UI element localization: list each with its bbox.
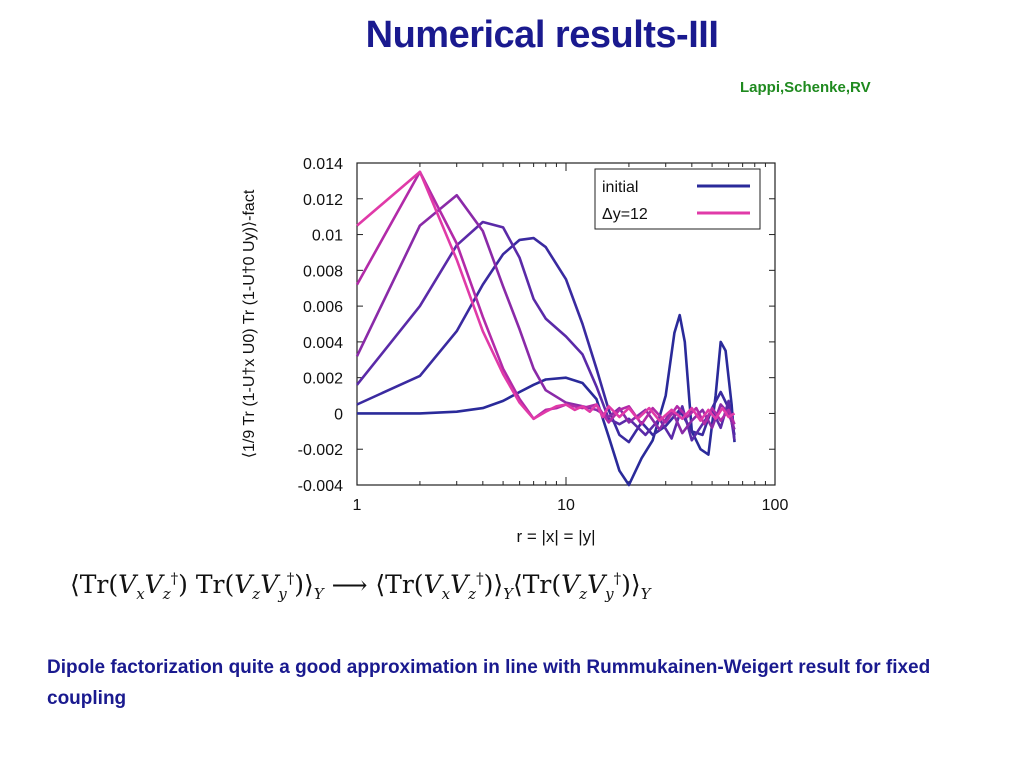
legend-label: initial — [602, 179, 638, 196]
y-tick-label: 0 — [334, 406, 343, 423]
chart-series-layer — [355, 170, 736, 487]
slide-caption: Dipole factorization quite a good approx… — [47, 657, 931, 709]
x-tick-label: 1 — [353, 497, 362, 514]
y-tick-label: 0.006 — [303, 299, 343, 316]
series-line-1 — [357, 313, 736, 487]
slide-authors: Lappi,Schenke,RV — [740, 79, 871, 96]
y-tick-label: -0.004 — [298, 478, 343, 495]
formula-arrow: ⟶ — [331, 570, 368, 600]
legend-label: Δy=12 — [602, 206, 648, 223]
x-tick-label: 100 — [762, 497, 789, 514]
x-axis-label: r = |x| = |y| — [516, 527, 595, 546]
formula-rhs: ⟨Tr(VxVz†)⟩Y⟨Tr(VzVy†)⟩Y — [375, 570, 651, 604]
slide-title: Numerical results-III — [365, 14, 719, 56]
y-tick-label: 0.014 — [303, 156, 343, 173]
factorization-formula: ⟨Tr(VxVz†) Tr(VzVy†)⟩Y ⟶ ⟨Tr(VxVz†)⟩Y⟨Tr… — [70, 570, 790, 620]
y-axis-label: ⟨1/9 Tr (1-U†x U0) Tr (1-U†0 Uy)⟩-fact — [241, 189, 258, 458]
formula-lhs: ⟨Tr(VxVz†) Tr(VzVy†)⟩Y — [70, 570, 324, 604]
y-tick-label: 0.012 — [303, 192, 343, 209]
dipole-factorization-chart: 0.014 0.012 0.01 0.008 0.006 0.004 0.002 0 -0.00… — [241, 156, 788, 546]
chart-legend-layer: initial Δy=12 — [594, 168, 761, 230]
y-tick-label: -0.002 — [298, 442, 343, 459]
chart-axes-layer: 0.014 0.012 0.01 0.008 0.006 0.004 0.002 0 -0.00… — [241, 156, 788, 546]
x-tick-label: 10 — [557, 497, 575, 514]
y-tick-label: 0.01 — [312, 228, 343, 245]
y-tick-label: 0.002 — [303, 371, 343, 388]
series-line-5 — [355, 170, 736, 426]
legend-box — [594, 168, 761, 230]
series-line-6 — [356, 170, 736, 422]
y-tick-label: 0.008 — [303, 263, 343, 280]
y-tick-label: 0.004 — [303, 335, 343, 352]
